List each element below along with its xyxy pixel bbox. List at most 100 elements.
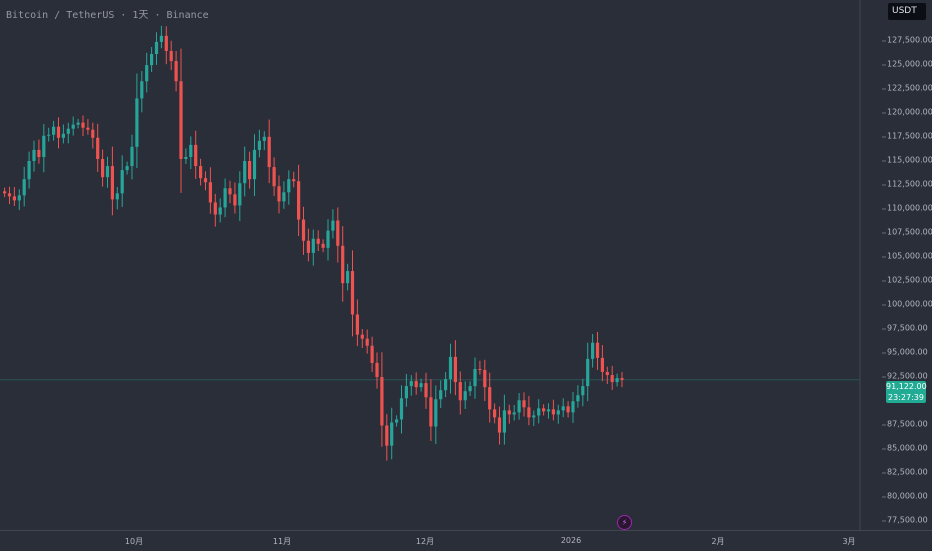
- candle[interactable]: [130, 134, 134, 180]
- candle[interactable]: [380, 352, 384, 447]
- candle[interactable]: [542, 404, 546, 416]
- candle[interactable]: [56, 117, 61, 149]
- candle[interactable]: [125, 161, 129, 175]
- candle[interactable]: [478, 360, 482, 375]
- candle[interactable]: [199, 158, 203, 186]
- candle[interactable]: [419, 378, 423, 392]
- candle[interactable]: [233, 182, 237, 214]
- candle[interactable]: [473, 357, 477, 399]
- candle[interactable]: [448, 343, 453, 394]
- candle[interactable]: [532, 410, 536, 427]
- candle[interactable]: [267, 119, 271, 184]
- candle[interactable]: [86, 119, 90, 135]
- candle[interactable]: [463, 381, 467, 409]
- candle[interactable]: [404, 374, 408, 407]
- candle[interactable]: [3, 187, 7, 198]
- candle[interactable]: [444, 372, 448, 398]
- candle[interactable]: [546, 403, 551, 419]
- candle[interactable]: [375, 352, 379, 389]
- candle[interactable]: [76, 118, 80, 129]
- candle[interactable]: [228, 180, 232, 204]
- candle[interactable]: [321, 239, 325, 253]
- candle[interactable]: [561, 398, 565, 418]
- candle[interactable]: [257, 129, 261, 158]
- candle[interactable]: [292, 171, 296, 188]
- candle[interactable]: [409, 375, 413, 396]
- candle[interactable]: [174, 50, 178, 92]
- candle[interactable]: [272, 157, 276, 196]
- candle[interactable]: [287, 170, 291, 205]
- candle[interactable]: [179, 48, 183, 193]
- candle[interactable]: [556, 404, 560, 424]
- candle[interactable]: [47, 127, 51, 142]
- candle[interactable]: [37, 139, 41, 164]
- candle[interactable]: [605, 366, 609, 384]
- candle[interactable]: [483, 359, 487, 402]
- candle[interactable]: [591, 334, 595, 368]
- candle[interactable]: [32, 140, 36, 172]
- candle[interactable]: [311, 229, 315, 266]
- candle[interactable]: [360, 329, 364, 348]
- candle[interactable]: [414, 372, 418, 395]
- candle[interactable]: [52, 120, 56, 141]
- candle[interactable]: [326, 219, 330, 261]
- candle[interactable]: [537, 399, 541, 424]
- candle[interactable]: [341, 226, 345, 302]
- candle[interactable]: [517, 393, 521, 420]
- candle[interactable]: [27, 151, 31, 189]
- candle[interactable]: [140, 71, 144, 113]
- candle[interactable]: [365, 329, 369, 354]
- candle[interactable]: [439, 380, 443, 408]
- candle[interactable]: [595, 331, 600, 370]
- candle[interactable]: [135, 73, 139, 169]
- candle[interactable]: [169, 40, 173, 71]
- candle[interactable]: [493, 403, 497, 424]
- candle[interactable]: [586, 342, 590, 402]
- candle[interactable]: [316, 230, 320, 252]
- candle[interactable]: [527, 395, 531, 426]
- candle[interactable]: [71, 116, 75, 136]
- candle[interactable]: [488, 372, 492, 423]
- candle[interactable]: [306, 228, 310, 262]
- candle[interactable]: [154, 32, 159, 65]
- candle[interactable]: [502, 394, 506, 445]
- candle[interactable]: [243, 146, 247, 197]
- candle[interactable]: [96, 123, 100, 172]
- candle[interactable]: [370, 336, 374, 372]
- candle[interactable]: [189, 136, 193, 170]
- candle[interactable]: [61, 124, 65, 144]
- candle[interactable]: [277, 175, 281, 214]
- candle[interactable]: [497, 406, 502, 445]
- candle[interactable]: [576, 385, 580, 408]
- candle[interactable]: [203, 171, 208, 191]
- candle[interactable]: [105, 156, 110, 188]
- candle[interactable]: [150, 47, 154, 73]
- candle[interactable]: [512, 405, 516, 421]
- candle[interactable]: [331, 209, 335, 239]
- candle[interactable]: [350, 250, 355, 337]
- candle[interactable]: [101, 149, 105, 187]
- candle[interactable]: [262, 131, 266, 151]
- candle[interactable]: [566, 401, 570, 418]
- candle[interactable]: [7, 186, 12, 205]
- candle[interactable]: [81, 115, 85, 137]
- candle[interactable]: [551, 399, 555, 421]
- candle[interactable]: [17, 189, 21, 211]
- candle[interactable]: [42, 124, 46, 173]
- candle[interactable]: [218, 198, 222, 223]
- candle[interactable]: [336, 207, 340, 263]
- lightning-icon[interactable]: ⚡: [617, 515, 632, 530]
- candle[interactable]: [458, 371, 462, 415]
- candle[interactable]: [390, 407, 394, 460]
- candle[interactable]: [252, 134, 257, 197]
- candle[interactable]: [346, 263, 350, 291]
- candle[interactable]: [399, 385, 404, 434]
- candle[interactable]: [453, 340, 457, 396]
- candle[interactable]: [22, 166, 26, 207]
- symbol-title[interactable]: Bitcoin / TetherUS · 1天 · Binance: [6, 10, 209, 21]
- candle[interactable]: [110, 146, 114, 216]
- candle[interactable]: [145, 52, 149, 93]
- candle[interactable]: [355, 299, 359, 346]
